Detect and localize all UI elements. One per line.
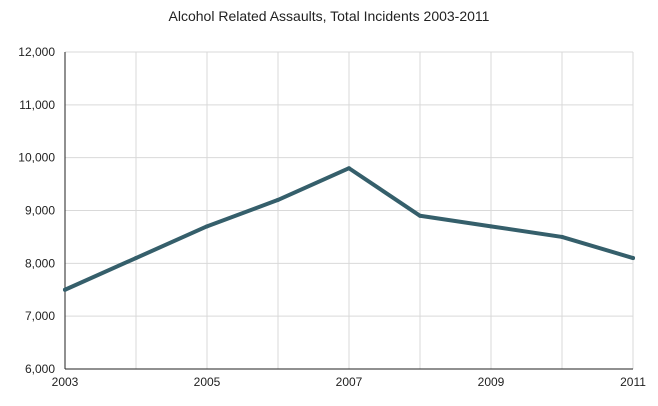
data-point	[560, 234, 564, 239]
x-tick-label: 2007	[336, 375, 363, 389]
y-tick-label: 11,000	[19, 98, 55, 112]
data-point	[205, 224, 209, 229]
data-point	[276, 197, 280, 202]
x-axis-tick-labels: 2003 2005 2007 2009 2011	[52, 375, 647, 389]
y-tick-label: 6,000	[25, 362, 55, 376]
horizontal-gridlines	[65, 51, 633, 317]
data-point	[631, 256, 635, 261]
y-tick-label: 8,000	[25, 256, 55, 270]
x-tick-label: 2011	[620, 375, 646, 389]
axes	[64, 52, 633, 370]
x-tick-label: 2005	[194, 375, 221, 389]
x-tick-label: 2009	[478, 375, 505, 389]
chart-title: Alcohol Related Assaults, Total Incident…	[168, 8, 490, 24]
series-layer	[63, 166, 635, 292]
y-tick-label: 7,000	[25, 309, 55, 323]
data-point	[347, 166, 351, 171]
data-point	[63, 287, 67, 292]
data-point	[418, 213, 422, 218]
data-point	[489, 224, 493, 229]
data-point	[134, 256, 138, 261]
y-tick-label: 10,000	[18, 151, 55, 165]
y-tick-label: 12,000	[18, 45, 55, 59]
y-tick-label: 9,000	[25, 204, 55, 218]
y-axis-tick-labels: 12,000 11,000 10,000 9,000 8,000 7,000 6,000	[18, 45, 55, 376]
x-tick-label: 2003	[52, 375, 79, 389]
